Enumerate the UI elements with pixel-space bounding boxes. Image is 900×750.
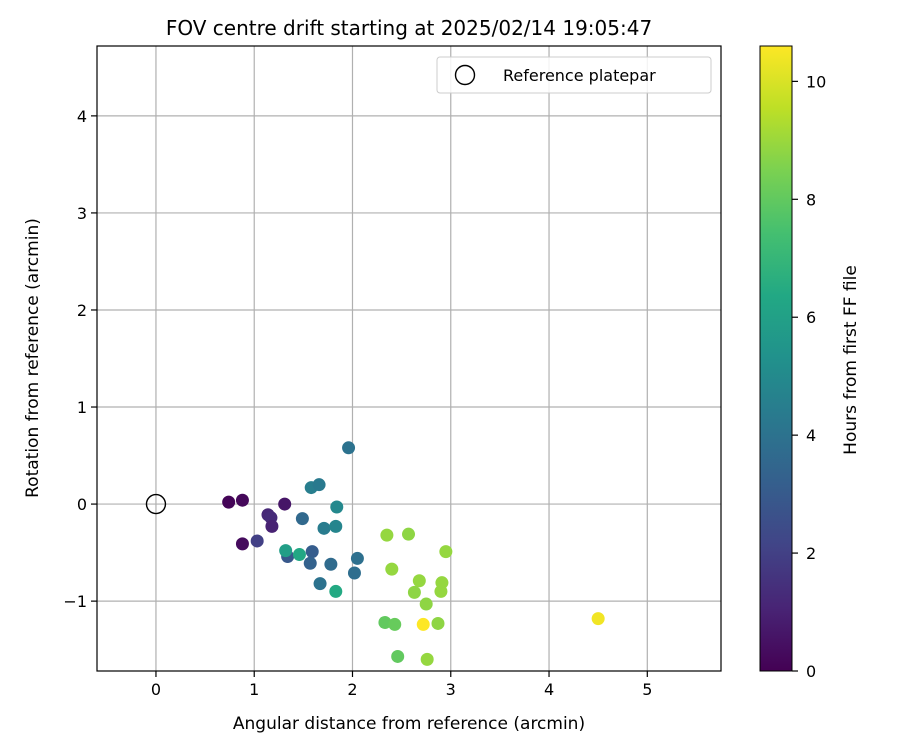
y-ticks: −1 0 1 2 3 4	[63, 107, 97, 611]
y-tick-label: −1	[63, 592, 87, 611]
colorbar-gradient	[759, 45, 793, 672]
x-tick-label: 1	[249, 680, 259, 699]
y-tick-label: 3	[77, 204, 87, 223]
data-point	[329, 584, 343, 598]
x-tick-label: 5	[642, 680, 652, 699]
data-point	[434, 584, 448, 598]
data-point	[329, 519, 343, 533]
data-point	[402, 527, 416, 541]
data-point	[330, 500, 344, 514]
reference-platepar-marker	[145, 493, 167, 515]
data-point	[342, 441, 356, 455]
data-point	[250, 534, 264, 548]
data-point	[278, 497, 292, 511]
data-point	[279, 544, 293, 558]
reference-marker-layer	[145, 493, 167, 515]
data-point	[439, 545, 453, 559]
data-point	[407, 585, 421, 599]
legend-box	[436, 56, 712, 94]
colorbar-tick-label: 6	[806, 308, 816, 327]
y-tick-label: 2	[77, 301, 87, 320]
data-point	[412, 574, 426, 588]
data-point	[420, 652, 434, 666]
data-point	[380, 528, 394, 542]
data-point	[222, 495, 236, 509]
data-point	[419, 597, 433, 611]
colorbar-tick-label: 10	[806, 72, 826, 91]
data-point	[235, 493, 249, 507]
plot-frame	[96, 45, 722, 672]
data-point	[324, 557, 338, 571]
data-points	[222, 441, 605, 666]
x-tick-label: 4	[544, 680, 554, 699]
data-point	[305, 545, 319, 559]
colorbar-tick-label: 8	[806, 190, 816, 209]
y-tick-label: 4	[77, 107, 87, 126]
data-point	[292, 548, 306, 562]
colorbar-tick-label: 0	[806, 662, 816, 681]
legend-marker-circle	[454, 64, 476, 86]
x-axis-label: Angular distance from reference (arcmin)	[233, 714, 585, 734]
data-point	[303, 556, 317, 570]
legend-label: Reference platepar	[503, 66, 656, 85]
data-point	[347, 566, 361, 580]
grid	[97, 46, 721, 671]
colorbar-tick-label: 2	[806, 544, 816, 563]
data-point	[378, 615, 392, 629]
data-point	[235, 537, 249, 551]
x-ticks: 0 1 2 3 4 5	[151, 671, 652, 699]
colorbar-ticks: 0 2 4 6 8 10	[792, 72, 826, 681]
colorbar-label: Hours from first FF file	[841, 265, 861, 455]
data-point	[388, 617, 402, 631]
data-point	[431, 616, 445, 630]
x-tick-label: 2	[347, 680, 357, 699]
colorbar-tick-label: 4	[806, 426, 816, 445]
x-tick-label: 0	[151, 680, 161, 699]
x-tick-label: 3	[446, 680, 456, 699]
data-point	[313, 577, 327, 591]
data-point	[385, 562, 399, 576]
chart-title: FOV centre drift starting at 2025/02/14 …	[166, 16, 652, 40]
colorbar: 0 2 4 6 8 10 Hours from first FF file	[759, 45, 861, 681]
data-point	[391, 649, 405, 663]
data-point	[312, 478, 326, 492]
data-point	[265, 519, 279, 533]
y-tick-label: 0	[77, 495, 87, 514]
data-point	[350, 551, 364, 565]
y-tick-label: 1	[77, 398, 87, 417]
data-point	[416, 617, 430, 631]
y-axis-label: Rotation from reference (arcmin)	[23, 218, 43, 498]
data-point	[295, 512, 309, 526]
data-point	[591, 612, 605, 626]
data-point	[317, 521, 331, 535]
legend: Reference platepar	[436, 56, 712, 94]
